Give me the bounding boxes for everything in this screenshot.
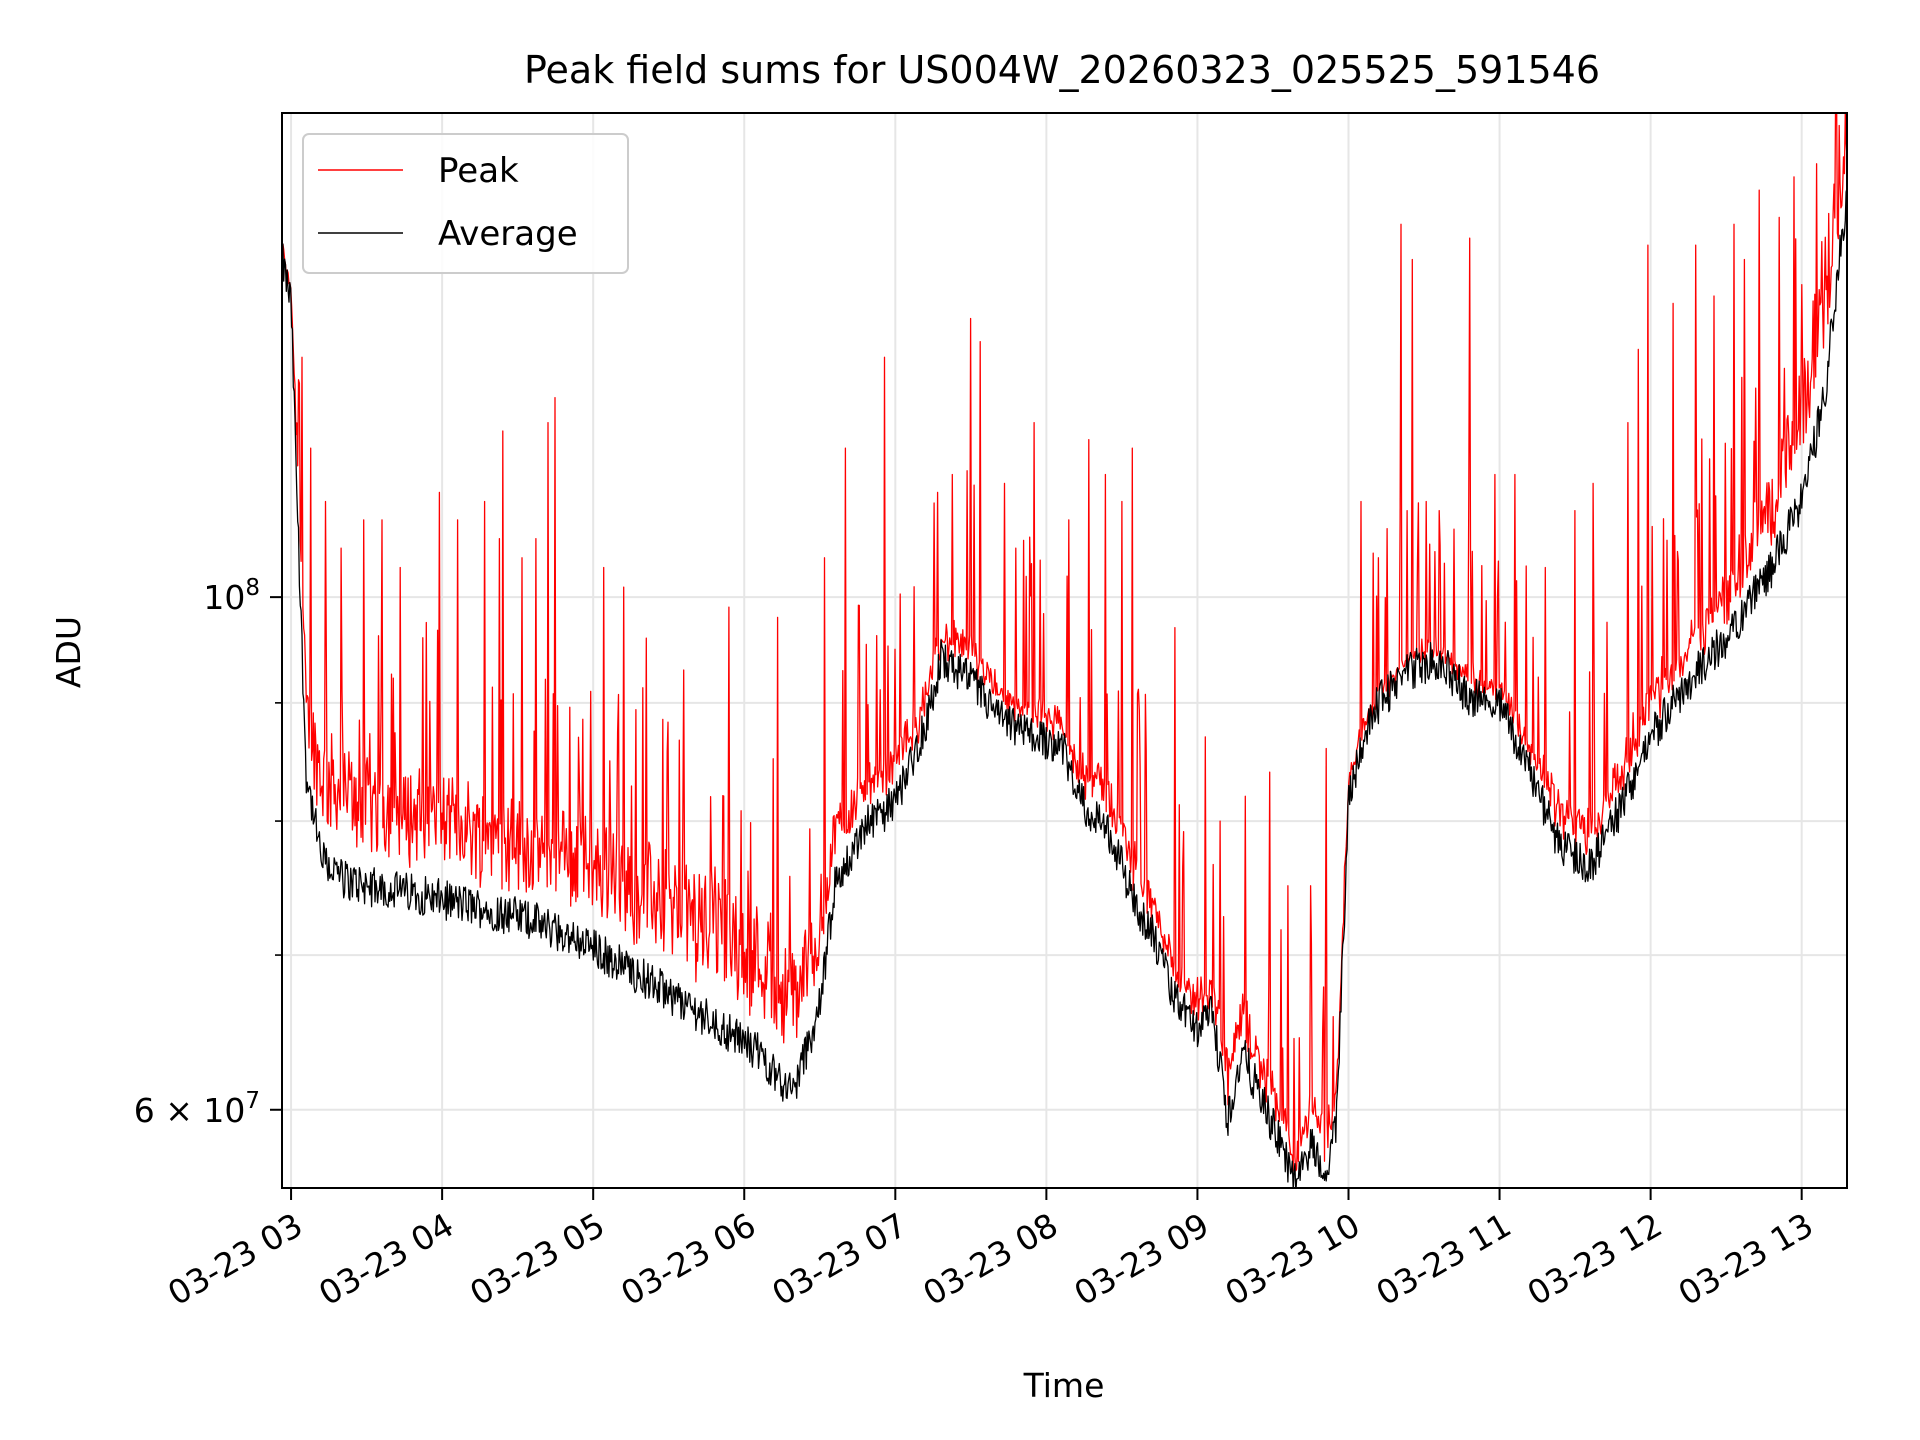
plot-lines [282,113,1847,1188]
y-tick-exponent: 7 [245,1088,260,1114]
legend-peak-label: Peak [438,151,519,191]
y-tick-exponent: 8 [245,575,260,601]
chart-title: Peak field sums for US004W_20260323_0255… [524,48,1600,92]
legend-average-label: Average [438,214,578,254]
y-axis: 108 6 × 107 [134,575,282,1130]
plot-frame [281,112,1848,1189]
legend: Peak Average [302,133,629,274]
legend-box [302,133,629,274]
y-tick-label: 108 [203,575,260,617]
series-average-line [282,188,1847,1188]
y-tick-label: 6 × 107 [134,1088,260,1130]
x-axis-label: Time [1023,1366,1105,1405]
y-axis-label: ADU [49,616,88,688]
y-tick-mantissa: 10 [203,578,245,617]
y-tick-mantissa: 6 × 10 [134,1091,246,1130]
grid [282,113,1847,1188]
